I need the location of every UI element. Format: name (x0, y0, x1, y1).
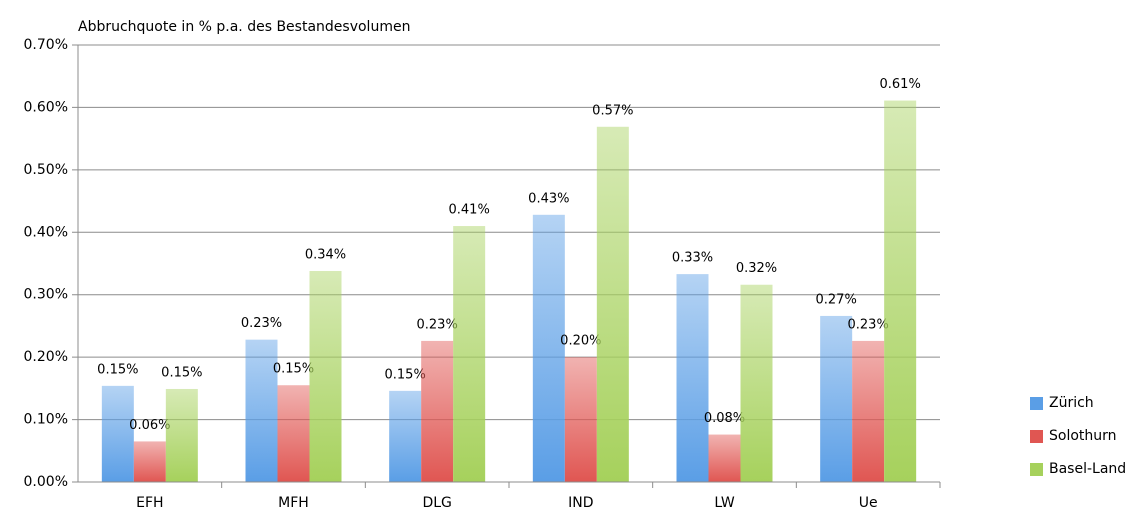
value-label: 0.23% (848, 317, 889, 332)
legend-swatch (1030, 397, 1043, 410)
y-tick-label: 0.30% (24, 287, 68, 303)
legend-label: Basel-Land (1049, 461, 1126, 477)
value-label: 0.32% (736, 261, 777, 276)
value-label: 0.08% (704, 411, 745, 426)
value-label: 0.20% (560, 334, 601, 349)
value-label: 0.33% (672, 251, 713, 266)
legend-label: Solothurn (1049, 428, 1117, 444)
value-label: 0.34% (305, 247, 346, 262)
bar (820, 315, 853, 482)
x-tick-label: Ue (859, 495, 878, 511)
bar (532, 214, 565, 482)
bar (596, 126, 629, 482)
bar (389, 390, 422, 482)
value-label: 0.23% (417, 317, 458, 332)
bar (133, 441, 166, 482)
x-tick-label: EFH (136, 495, 163, 511)
legend-swatch (1030, 463, 1043, 476)
bar (165, 388, 198, 482)
value-label: 0.57% (592, 103, 633, 118)
bar (245, 339, 278, 482)
value-label: 0.06% (129, 418, 170, 433)
bar (277, 385, 310, 482)
value-label: 0.43% (528, 191, 569, 206)
bar (564, 357, 597, 482)
value-label: 0.27% (816, 292, 857, 307)
bar (421, 340, 454, 482)
y-tick-label: 0.20% (24, 349, 68, 365)
bar (453, 226, 486, 482)
y-tick-label: 0.60% (24, 99, 68, 115)
legend-label: Zürich (1049, 395, 1094, 411)
y-tick-label: 0.00% (24, 474, 68, 490)
value-label: 0.23% (241, 316, 282, 331)
value-label: 0.15% (385, 367, 426, 382)
x-tick-label: IND (568, 495, 593, 511)
y-tick-label: 0.70% (24, 37, 68, 53)
bar (309, 270, 342, 482)
value-label: 0.15% (273, 362, 314, 377)
bar (884, 100, 917, 482)
bar (101, 385, 134, 482)
x-tick-label: MFH (278, 495, 309, 511)
value-label: 0.15% (161, 365, 202, 380)
value-label: 0.41% (449, 203, 490, 218)
value-label: 0.61% (880, 77, 921, 92)
bar (852, 340, 885, 482)
x-tick-label: DLG (422, 495, 451, 511)
y-tick-label: 0.50% (24, 162, 68, 178)
bar (708, 434, 741, 482)
bar (740, 284, 773, 482)
y-tick-label: 0.40% (24, 224, 68, 240)
y-axis-title: Abbruchquote in % p.a. des Bestandesvolu… (78, 19, 410, 35)
value-label: 0.15% (97, 362, 138, 377)
y-tick-label: 0.10% (24, 412, 68, 428)
legend-swatch (1030, 430, 1043, 443)
bar (676, 274, 709, 482)
x-tick-label: LW (714, 495, 735, 511)
